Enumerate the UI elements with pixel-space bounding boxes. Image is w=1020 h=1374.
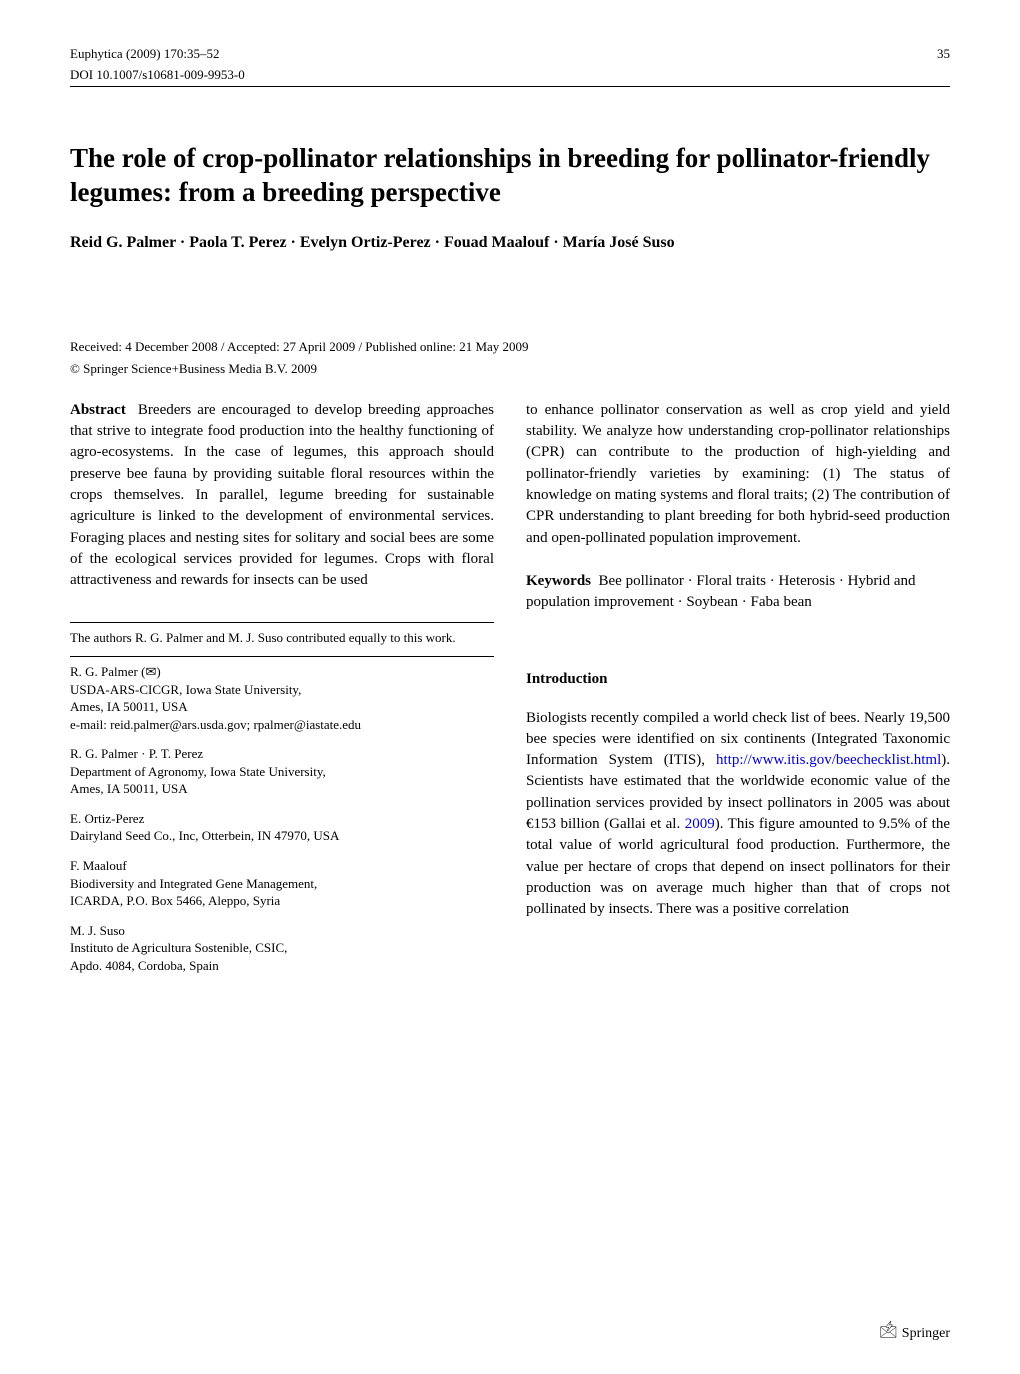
- publisher-name: Springer: [902, 1326, 950, 1341]
- right-column: to enhance pollinator conservation as we…: [526, 400, 950, 974]
- article-title: The role of crop-pollinator relationship…: [70, 142, 950, 210]
- page-number: 35: [937, 45, 950, 63]
- two-column-body: Abstract Breeders are encouraged to deve…: [70, 400, 950, 974]
- affil-addr: Apdo. 4084, Cordoba, Spain: [70, 957, 494, 975]
- keywords-label: Keywords: [526, 573, 591, 589]
- affil-addr: Ames, IA 50011, USA: [70, 780, 494, 798]
- abstract-paragraph: Abstract Breeders are encouraged to deve…: [70, 400, 494, 592]
- affiliation-block: R. G. Palmer · P. T. Perez Department of…: [70, 745, 494, 798]
- affil-addr: Ames, IA 50011, USA: [70, 698, 494, 716]
- affiliation-block: M. J. Suso Instituto de Agricultura Sost…: [70, 922, 494, 975]
- introduction-paragraph: Biologists recently compiled a world che…: [526, 708, 950, 921]
- journal-reference: Euphytica (2009) 170:35–52: [70, 45, 219, 63]
- left-column: Abstract Breeders are encouraged to deve…: [70, 400, 494, 974]
- affiliation-block: F. Maalouf Biodiversity and Integrated G…: [70, 857, 494, 910]
- contribution-note: The authors R. G. Palmer and M. J. Suso …: [70, 629, 494, 647]
- header-rule: [70, 86, 950, 87]
- footnote-rule-1: [70, 622, 494, 623]
- abstract-label: Abstract: [70, 402, 126, 418]
- affil-org: Dairyland Seed Co., Inc, Otterbein, IN 4…: [70, 827, 494, 845]
- doi: DOI 10.1007/s10681-009-9953-0: [70, 66, 950, 84]
- abstract-continuation: to enhance pollinator conservation as we…: [526, 400, 950, 549]
- affil-org: USDA-ARS-CICGR, Iowa State University,: [70, 681, 494, 699]
- itis-link[interactable]: http://www.itis.gov/beechecklist.html: [716, 752, 941, 768]
- affil-org: Department of Agronomy, Iowa State Unive…: [70, 763, 494, 781]
- affil-name: R. G. Palmer (✉): [70, 663, 494, 681]
- affil-name: F. Maalouf: [70, 857, 494, 875]
- footnote-rule-2: [70, 656, 494, 657]
- affil-org: Biodiversity and Integrated Gene Managem…: [70, 875, 494, 893]
- affil-email: e-mail: reid.palmer@ars.usda.gov; rpalme…: [70, 716, 494, 734]
- affil-addr: ICARDA, P.O. Box 5466, Aleppo, Syria: [70, 892, 494, 910]
- publisher-footer: 🖄 Springer: [879, 1322, 950, 1344]
- abstract-left-text: Breeders are encouraged to develop breed…: [70, 402, 494, 588]
- copyright-line: © Springer Science+Business Media B.V. 2…: [70, 360, 950, 378]
- affil-name: E. Ortiz-Perez: [70, 810, 494, 828]
- keywords-block: Keywords Bee pollinator · Floral traits …: [526, 571, 950, 614]
- citation-year-link[interactable]: 2009: [685, 816, 715, 832]
- section-heading-introduction: Introduction: [526, 669, 950, 690]
- affiliation-block: E. Ortiz-Perez Dairyland Seed Co., Inc, …: [70, 810, 494, 845]
- author-list: Reid G. Palmer · Paola T. Perez · Evelyn…: [70, 232, 950, 254]
- affil-org: Instituto de Agricultura Sostenible, CSI…: [70, 939, 494, 957]
- affiliation-block: R. G. Palmer (✉) USDA-ARS-CICGR, Iowa St…: [70, 663, 494, 733]
- affil-name: R. G. Palmer · P. T. Perez: [70, 745, 494, 763]
- springer-icon: 🖄: [879, 1322, 898, 1344]
- running-header: Euphytica (2009) 170:35–52 35: [70, 45, 950, 63]
- article-dates: Received: 4 December 2008 / Accepted: 27…: [70, 338, 950, 356]
- affil-name: M. J. Suso: [70, 922, 494, 940]
